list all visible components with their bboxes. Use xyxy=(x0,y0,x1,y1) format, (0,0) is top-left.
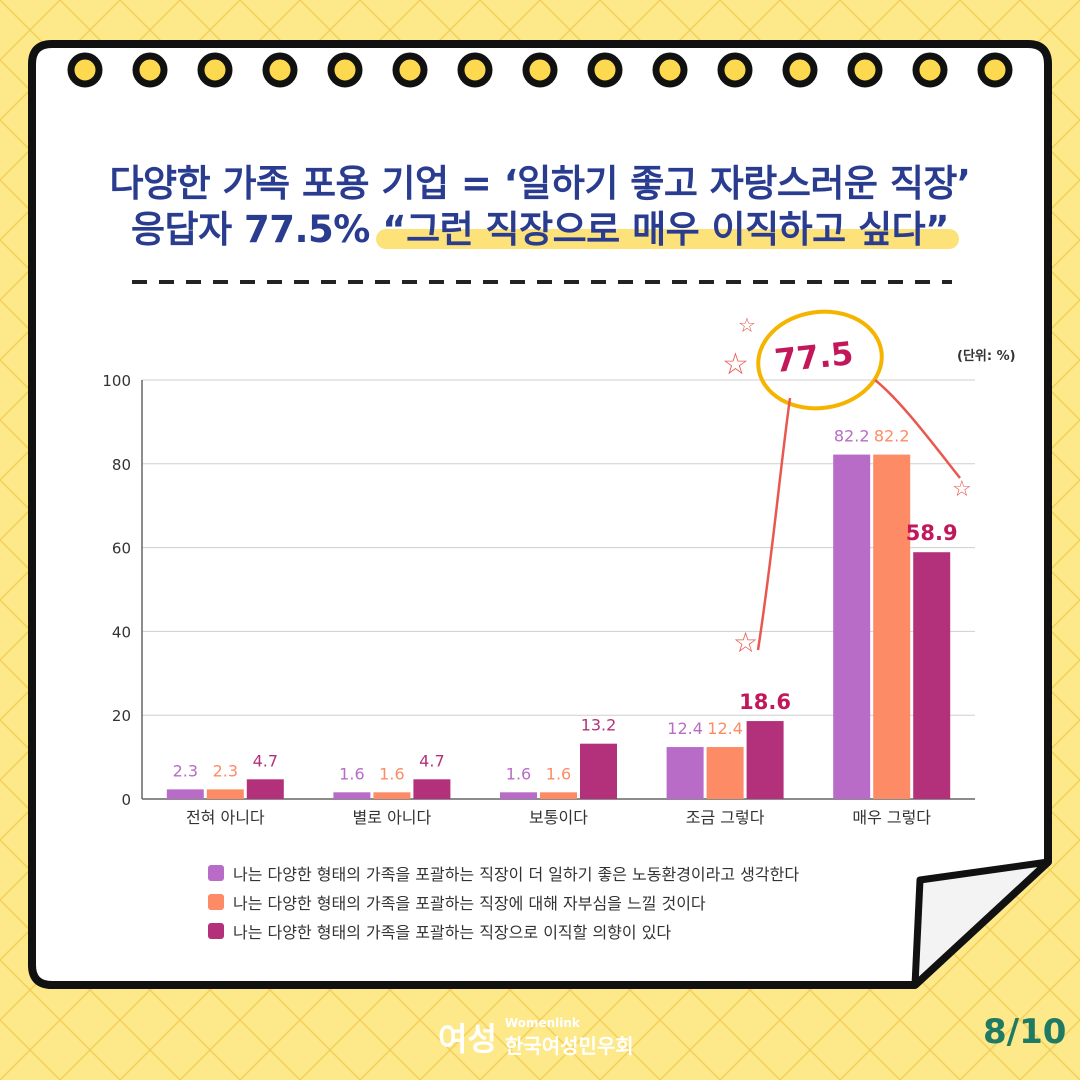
data-label: 58.9 xyxy=(906,521,958,545)
logo-text-ko: 한국여성민우회 xyxy=(504,1033,634,1058)
data-label: 1.6 xyxy=(546,764,571,783)
bar xyxy=(540,792,577,799)
bar xyxy=(500,792,537,799)
annotation-arrow-right xyxy=(874,379,961,479)
logo-text-en: Womenlink xyxy=(504,1015,580,1030)
womenlink-logo: 여성 Womenlink 한국여성민우회 xyxy=(438,1014,634,1060)
bar xyxy=(746,721,784,799)
annotation-circle xyxy=(756,309,884,411)
bar xyxy=(166,789,204,799)
bar xyxy=(833,454,871,799)
data-label: 4.7 xyxy=(419,751,444,770)
legend-item: 나는 다양한 형태의 가족을 포괄하는 직장에 대해 자부심을 느낄 것이다 xyxy=(208,887,799,916)
data-label: 2.3 xyxy=(173,761,198,780)
title-highlight: “그런 직장으로 매우 이직하고 싶다” xyxy=(382,208,949,251)
legend-item: 나는 다양한 형태의 가족을 포괄하는 직장으로 이직할 의향이 있다 xyxy=(208,916,799,945)
bar xyxy=(333,792,371,799)
legend-label: 나는 다양한 형태의 가족을 포괄하는 직장으로 이직할 의향이 있다 xyxy=(233,922,672,942)
bar xyxy=(246,779,284,799)
data-label: 1.6 xyxy=(506,764,531,783)
page-number: 8/10 xyxy=(983,1012,1067,1052)
bar xyxy=(666,747,704,799)
y-tick-label: 20 xyxy=(112,707,131,725)
y-tick-label: 100 xyxy=(102,372,131,390)
category-label: 별로 아니다 xyxy=(353,808,432,827)
logo-mark: 여성 xyxy=(438,1020,497,1058)
star-doodle-icon: ☆ xyxy=(738,313,756,337)
title-line-2: 응답자 77.5% “그런 직장으로 매우 이직하고 싶다” xyxy=(40,208,1040,252)
y-tick-label: 80 xyxy=(112,456,131,474)
star-doodle-icon: ☆ xyxy=(952,477,972,502)
binder-rings xyxy=(67,52,1013,88)
legend-label: 나는 다양한 형태의 가족을 포괄하는 직장에 대해 자부심을 느낄 것이다 xyxy=(233,893,706,913)
bar xyxy=(206,789,244,799)
star-doodle-icon: ☆ xyxy=(722,347,749,382)
bar xyxy=(373,792,411,799)
bar xyxy=(873,454,911,799)
bars: 2.3 2.3 4.7 전혀 아니다 1.6 1.6 4.7 별로 아니다 1.6 1.6 13.2… xyxy=(166,427,958,827)
data-label: 1.6 xyxy=(379,764,404,783)
star-doodle-icon: ☆ xyxy=(733,626,758,659)
y-tick-label: 40 xyxy=(112,623,131,641)
legend-swatch xyxy=(208,864,224,881)
category-label: 보통이다 xyxy=(529,808,588,827)
data-label: 18.6 xyxy=(739,690,791,714)
y-tick-label: 0 xyxy=(121,791,131,809)
data-label: 12.4 xyxy=(667,719,703,738)
data-label: 4.7 xyxy=(253,751,278,770)
data-label: 1.6 xyxy=(339,764,364,783)
bar xyxy=(706,747,744,799)
annotation-group: 77.5 ☆ ☆ ☆ ☆ xyxy=(722,309,972,659)
legend-swatch xyxy=(208,922,224,939)
bar xyxy=(413,779,451,799)
y-tick-label: 60 xyxy=(112,540,131,558)
bar xyxy=(580,743,617,799)
legend-item: 나는 다양한 형태의 가족을 포괄하는 직장이 더 일하기 좋은 노동환경이라고… xyxy=(208,858,799,887)
annotation-label: 77.5 xyxy=(773,334,855,380)
bar xyxy=(913,552,951,799)
legend-label: 나는 다양한 형태의 가족을 포괄하는 직장이 더 일하기 좋은 노동환경이라고… xyxy=(233,864,800,884)
data-label: 82.2 xyxy=(834,427,870,446)
unit-label: (단위: %) xyxy=(957,349,1016,364)
annotation-arrow-left xyxy=(756,397,792,651)
title-prefix: 응답자 77.5% xyxy=(131,208,383,251)
data-label: 13.2 xyxy=(581,716,617,735)
chart-legend: 나는 다양한 형태의 가족을 포괄하는 직장이 더 일하기 좋은 노동환경이라고… xyxy=(208,858,799,945)
category-label: 매우 그렇다 xyxy=(852,808,931,827)
category-label: 조금 그렇다 xyxy=(686,808,765,827)
title-line-1: 다양한 가족 포용 기업 = ‘일하기 좋고 자랑스러운 직장’ xyxy=(109,162,971,205)
category-label: 전혀 아니다 xyxy=(186,808,265,827)
data-label: 2.3 xyxy=(213,761,238,780)
legend-swatch xyxy=(208,893,224,910)
data-label: 82.2 xyxy=(874,427,910,446)
data-label: 12.4 xyxy=(707,719,743,738)
